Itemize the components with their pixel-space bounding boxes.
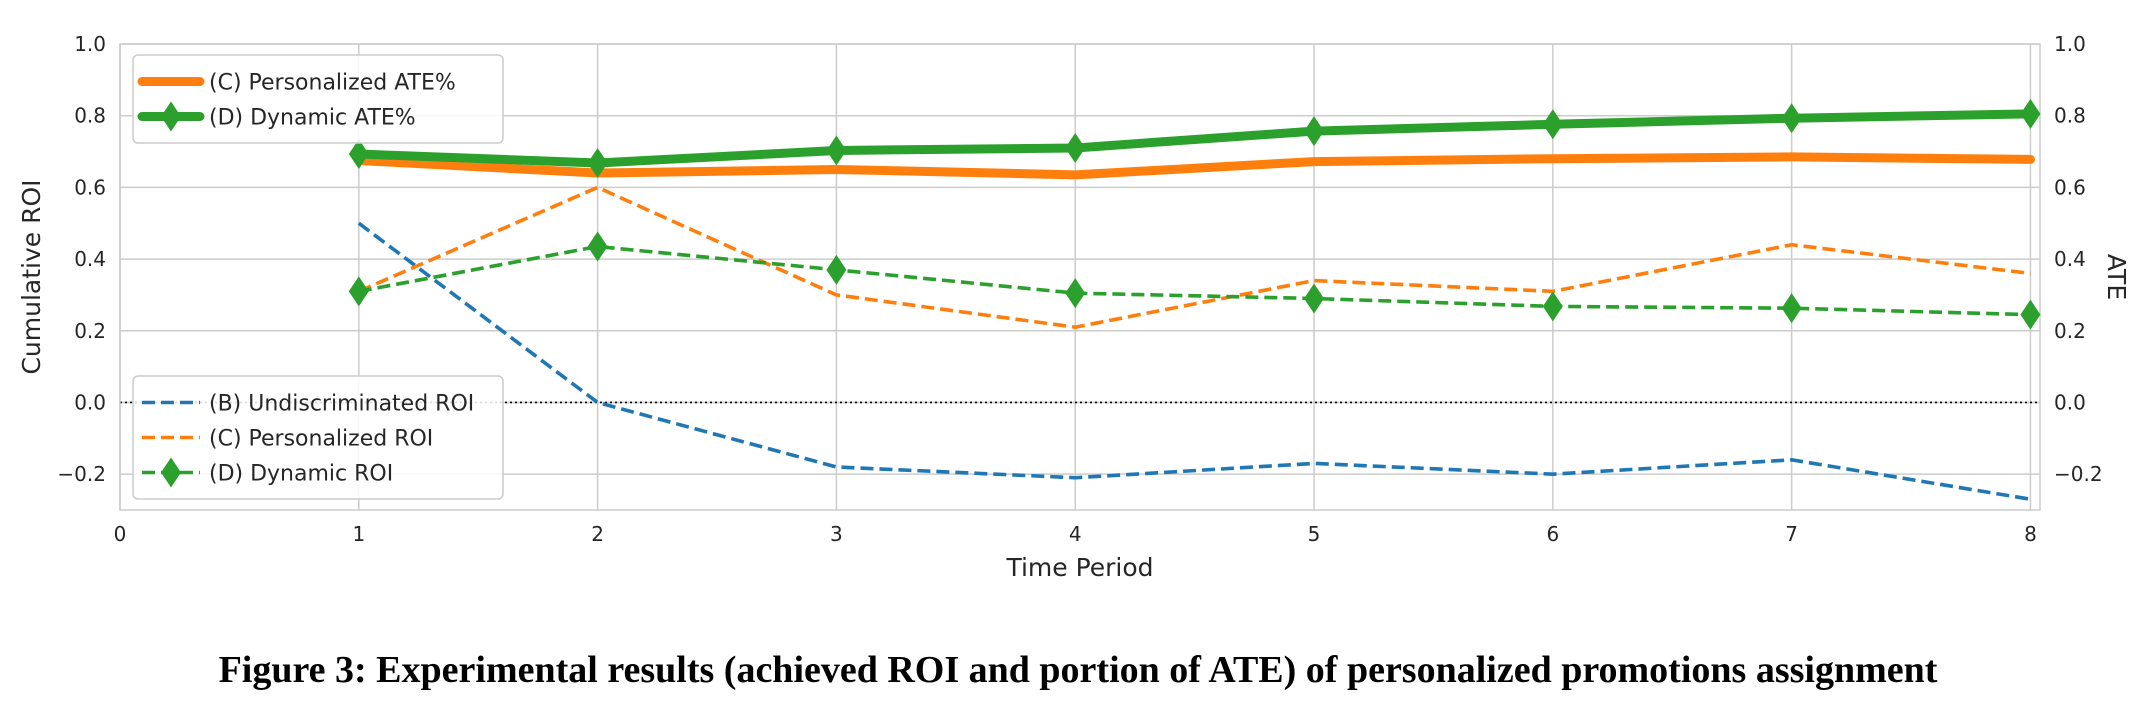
data-point-marker [1542,291,1563,322]
data-point-marker [587,148,608,179]
x-tick-label: 7 [1785,522,1798,546]
data-point-marker [826,254,847,285]
y-tick-label: 0.6 [74,175,106,199]
legend-box [132,375,504,500]
y-tick-label: −0.2 [57,462,106,486]
y-tick-label: 0.8 [74,104,106,128]
series-line [357,221,2031,502]
y-tick-label: 0.4 [74,247,106,271]
data-point-marker [826,135,847,166]
y2-tick-label: 1.0 [2054,32,2086,56]
y2-tick-label: 0.2 [2054,319,2086,343]
legend-box [132,54,504,144]
data-point-marker [1304,283,1325,314]
x-tick-label: 2 [591,522,604,546]
y2-axis-label: ATE [2102,254,2131,300]
legend-item: (D) Dynamic ATE% [137,101,416,132]
data-point-marker [1781,293,1802,324]
data-point-marker [587,231,608,262]
y2-tick-label: 0.0 [2054,390,2086,414]
x-tick-label: 0 [114,522,127,546]
legend-item: (D) Dynamic ROI [142,457,393,488]
figure-caption: Figure 3: Experimental results (achieved… [218,649,1938,691]
series-4 [358,185,2031,329]
data-point-marker [2020,98,2041,129]
x-axis-label: Time Period [1005,553,1153,582]
data-point-marker [348,139,369,170]
x-tick-label: 8 [2024,522,2037,546]
data-point-marker [348,276,369,307]
y2-tick-label: −0.2 [2054,462,2103,486]
x-tick-label: 5 [1308,522,1321,546]
series-line [358,244,2031,317]
legend-item: (B) Undiscriminated ROI [142,392,474,417]
y2-tick-label: 0.4 [2054,247,2086,271]
legend-item: (C) Personalized ROI [142,427,433,452]
legend-marker [161,101,181,132]
legend-item: (C) Personalized ATE% [137,71,456,96]
y-axis-label: Cumulative ROI [17,179,46,374]
series-line [354,109,2035,168]
series-1 [354,152,2035,180]
data-point-marker [2020,299,2041,330]
y2-tick-label: 0.6 [2054,175,2086,199]
x-tick-label: 6 [1546,522,1559,546]
data-point-marker [1065,278,1086,309]
legend-label: (D) Dynamic ROI [209,462,393,487]
series-3 [357,221,2031,502]
data-point-marker [1781,103,1802,134]
legend-marker [161,457,181,488]
y-tick-label: 1.0 [74,32,106,56]
series-line [354,152,2035,180]
data-point-marker [1542,109,1563,140]
data-point-marker [1065,132,1086,163]
legend-label: (B) Undiscriminated ROI [209,392,474,417]
series-2 [348,98,2041,179]
x-tick-label: 3 [830,522,843,546]
series-5 [348,231,2041,330]
legend-label: (C) Personalized ROI [209,427,433,452]
y-tick-label: 0.2 [74,319,106,343]
data-point-marker [1304,116,1325,147]
legend-label: (C) Personalized ATE% [209,71,456,96]
y2-tick-label: 0.8 [2054,104,2086,128]
chart: 0 1 2 3 4 5 6 7 8 −0.2 0.0 0.2 0.4 0.6 0.8 1.0 −0.2 0.0 0.… [17,32,2131,582]
x-tick-label: 4 [1069,522,1082,546]
y-tick-label: 0.0 [74,390,106,414]
legend-upper-left: (C) Personalized ATE% (D) Dynamic ATE% [132,54,504,144]
plot-frame [119,43,2041,511]
x-tick-label: 1 [352,522,365,546]
series-line [358,185,2031,329]
legend-label: (D) Dynamic ATE% [209,106,416,131]
legend-lower-left: (B) Undiscriminated ROI (C) Personalized … [132,375,504,500]
